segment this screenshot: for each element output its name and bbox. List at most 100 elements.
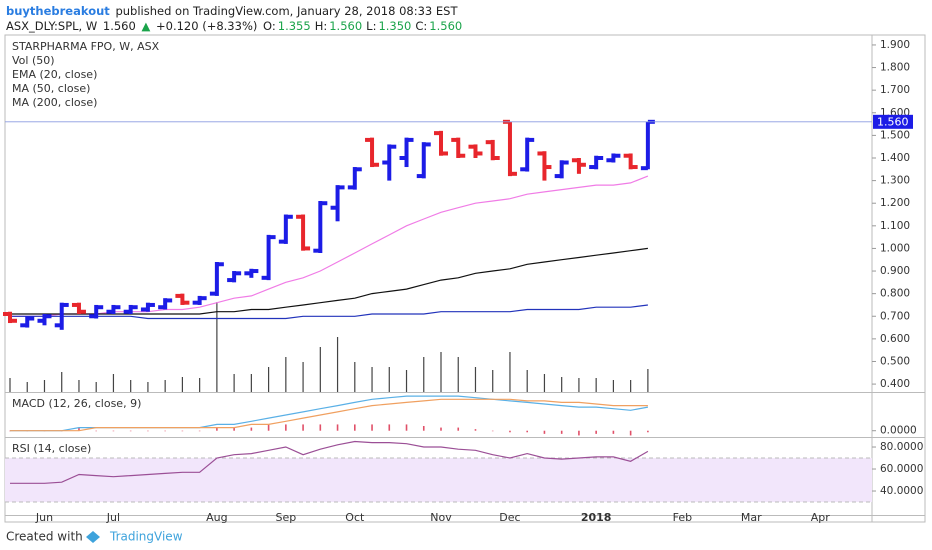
volume-bar: [9, 378, 11, 392]
x-tick-label: Jul: [106, 511, 120, 524]
author[interactable]: buythebreakout: [6, 4, 110, 18]
volume-bar: [630, 380, 632, 392]
ma-line: [10, 175, 649, 317]
volume-bar: [181, 377, 183, 392]
macd-hist-bar: [560, 430, 563, 434]
ohlc-label: H:: [314, 19, 328, 33]
y-tick-label: 0.0000: [880, 425, 917, 437]
publish-info: published on TradingView.com, January 28…: [115, 4, 458, 18]
y-tick-label: 60.0000: [880, 463, 923, 475]
volume-bar: [26, 382, 28, 392]
y-tick-label: 40.0000: [880, 485, 923, 497]
last-price-label: 1.560: [877, 115, 909, 128]
y-tick-label: 0.400: [880, 378, 910, 390]
macd-hist-bar: [319, 424, 322, 431]
volume-bar: [199, 378, 201, 392]
macd-hist-bar: [181, 430, 184, 432]
y-tick-label: 80.0000: [880, 441, 923, 453]
macd-hist-bar: [129, 430, 132, 432]
y-tick-label: 0.900: [880, 265, 910, 277]
macd-hist-bar: [216, 427, 218, 431]
y-tick-label: 1.300: [880, 175, 910, 187]
volume-bar: [216, 302, 218, 392]
volume-bar: [302, 362, 304, 392]
volume-bar: [543, 374, 546, 392]
volume-bar: [440, 352, 442, 392]
y-tick-label: 1.900: [880, 39, 910, 51]
rsi-band: [5, 458, 872, 503]
panel-title: RSI (14, close): [12, 442, 91, 455]
macd-hist-bar: [457, 427, 460, 431]
ohlc-label: C:: [415, 19, 428, 33]
macd-hist-bar: [543, 430, 546, 434]
x-tick-label: Aug: [206, 511, 227, 524]
macd-hist-bar: [302, 424, 304, 431]
volume-bar: [371, 367, 373, 392]
x-tick-label: Jun: [35, 511, 53, 524]
ohlc-value: 1.350: [378, 19, 412, 33]
volume-bar: [233, 374, 235, 392]
symbol-line: ASX_DLY:SPL, W 1.560 ▲ +0.120 (+8.33%) O…: [6, 19, 468, 33]
publish-line: buythebreakout published on TradingView.…: [6, 4, 459, 18]
symbol: ASX_DLY:SPL, W: [6, 19, 98, 33]
volume-bar: [492, 370, 494, 392]
indicator-line: [10, 395, 649, 432]
ma-line: [10, 247, 648, 315]
footer-brand[interactable]: TradingView: [109, 530, 183, 544]
volume-bar: [147, 382, 149, 392]
volume-bar: [647, 369, 649, 392]
volume-bar: [319, 347, 321, 392]
volume-bar: [78, 380, 80, 392]
volume-bar: [526, 370, 528, 392]
indicator-line: [10, 440, 649, 484]
y-tick-label: 0.600: [880, 333, 910, 345]
volume-bar: [336, 337, 339, 392]
y-tick-label: 1.800: [880, 62, 910, 74]
volume-bar: [130, 380, 132, 392]
ohlc-label: O:: [263, 19, 276, 33]
macd-hist-bar: [612, 430, 615, 434]
ohlc: O: 1.355 H: 1.560 L: 1.350 C: 1.560: [263, 19, 466, 33]
macd-hist-bar: [405, 424, 408, 431]
x-tick-label: Oct: [345, 511, 365, 524]
macd-hist-bar: [629, 430, 632, 436]
frame: [4, 34, 926, 523]
volume-bar: [561, 377, 563, 392]
volume-bar: [405, 370, 408, 392]
volume-bar: [164, 380, 166, 392]
volume-bar: [354, 362, 356, 392]
last-price-box: [873, 114, 913, 129]
volume-bar: [388, 367, 390, 392]
macd-hist-bar: [354, 424, 356, 431]
macd-hist-bar: [578, 430, 580, 436]
macd-hist-bar: [60, 430, 63, 432]
macd-hist-bar: [371, 424, 373, 431]
volume-bar: [61, 372, 63, 392]
macd-hist-bar: [233, 427, 235, 431]
ohlc-value: 1.560: [429, 19, 463, 33]
volume-bar: [595, 378, 597, 392]
panel-title: STARPHARMA FPO, W, ASX: [12, 40, 160, 53]
panel-title: MACD (12, 26, close, 9): [12, 397, 141, 410]
volume-bar: [250, 374, 252, 392]
macd-hist-bar: [78, 427, 80, 431]
macd-hist-bar: [440, 427, 442, 431]
indicator-label: MA (200, close): [12, 96, 97, 109]
x-tick-label: Apr: [811, 511, 831, 524]
x-tick-label: Mar: [741, 511, 762, 524]
y-tick-label: 1.700: [880, 84, 910, 96]
y-tick-label: 1.500: [880, 129, 910, 141]
volume-bar: [474, 367, 477, 392]
volume-bar: [612, 380, 614, 392]
macd-hist-bar: [147, 430, 149, 432]
x-tick-label: 2018: [581, 511, 612, 524]
x-tick-label: Sep: [275, 511, 296, 524]
macd-hist-bar: [285, 424, 287, 431]
macd-hist-bar: [474, 429, 477, 431]
last-price: 1.560: [102, 19, 136, 33]
footer-created: Created with: [6, 530, 83, 544]
volume-bar: [268, 367, 270, 392]
volume-bar: [43, 380, 46, 392]
macd-hist-bar: [336, 424, 339, 431]
